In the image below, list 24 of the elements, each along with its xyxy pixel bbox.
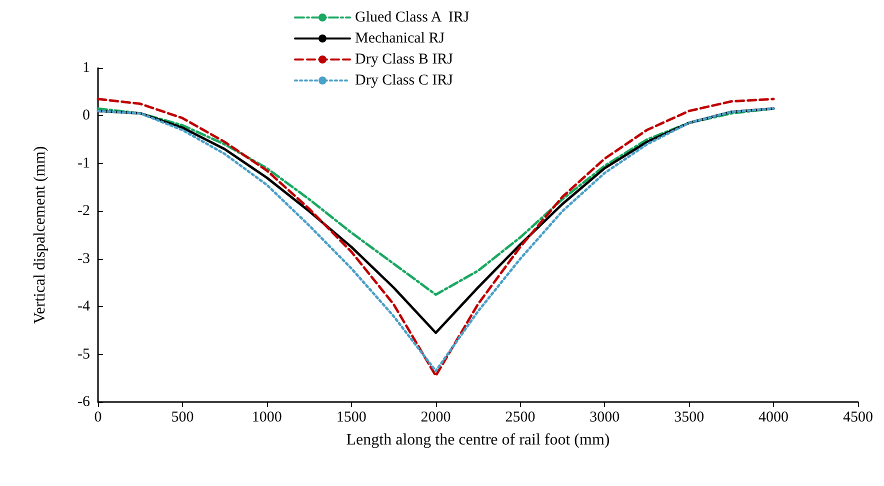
- y-tick-label: 1: [82, 60, 90, 76]
- legend-label: Dry Class C IRJ: [355, 72, 454, 88]
- x-tick-label: 4000: [758, 410, 789, 426]
- x-tick-label: 2000: [420, 410, 451, 426]
- x-tick-label: 500: [171, 410, 194, 426]
- x-tick-label: 0: [94, 410, 102, 426]
- y-axis-title: Vertical dispalcement (mm): [32, 146, 48, 324]
- y-tick-label: 0: [82, 108, 90, 124]
- x-tick-label: 4500: [843, 410, 873, 426]
- y-tick-label: -2: [78, 203, 90, 220]
- legend-label: Dry Class B IRJ: [355, 52, 454, 68]
- x-axis-title: Length along the centre of rail foot (mm): [346, 432, 610, 448]
- y-tick-label: -4: [78, 298, 90, 315]
- y-tick-label: -1: [78, 155, 90, 172]
- legend-label: Glued Class A IRJ: [355, 10, 470, 26]
- x-tick-label: 1500: [336, 410, 366, 426]
- y-tick-label: -6: [78, 394, 90, 410]
- y-tick-label: -3: [78, 250, 90, 267]
- x-tick-label: 1000: [252, 410, 282, 426]
- x-tick-label: 3500: [674, 410, 704, 426]
- x-tick-label: 2500: [505, 410, 536, 426]
- y-tick-label: -5: [78, 346, 90, 362]
- x-tick-label: 3000: [590, 410, 620, 426]
- legend-label: Mechanical RJ: [355, 30, 445, 46]
